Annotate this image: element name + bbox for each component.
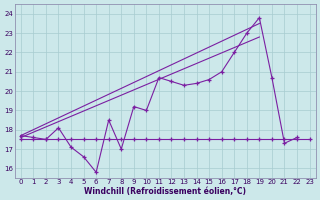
X-axis label: Windchill (Refroidissement éolien,°C): Windchill (Refroidissement éolien,°C) [84,187,246,196]
